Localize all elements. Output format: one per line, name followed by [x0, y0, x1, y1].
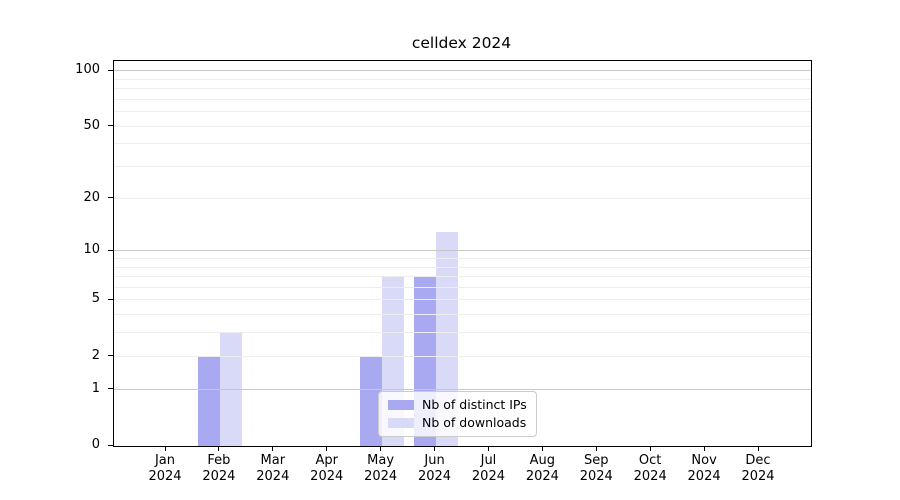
y-axis-tick [108, 125, 113, 127]
bar-downloads-feb [219, 333, 242, 446]
x-axis-tick-label: Jun 2024 [400, 453, 470, 485]
x-axis-tick-label-year: 2024 [148, 469, 182, 484]
x-axis-tick-label-month: Mar [260, 453, 286, 468]
y-axis-tick-label: 50 [83, 117, 100, 133]
x-axis-tick-label: Jan 2024 [130, 453, 200, 485]
x-axis-tick-label-year: 2024 [364, 469, 398, 484]
legend-swatch-distinct-ips [388, 399, 414, 410]
y-axis-tick [108, 444, 113, 446]
x-axis-tick [487, 446, 489, 451]
bar-distinct-ips-may [359, 356, 382, 446]
gridline-minor [114, 166, 811, 167]
x-axis-tick-label: May 2024 [346, 453, 416, 485]
x-axis-tick [272, 446, 274, 451]
x-axis-tick-label: Apr 2024 [292, 453, 362, 485]
y-axis-tick-label: 20 [83, 189, 100, 205]
x-axis-tick-label-month: Jun [424, 453, 445, 468]
x-axis-tick-label: Dec 2024 [723, 453, 793, 485]
x-axis-tick [164, 446, 166, 451]
x-axis-tick-label: Nov 2024 [669, 453, 739, 485]
x-axis-tick [434, 446, 436, 451]
x-axis-tick [757, 446, 759, 451]
x-axis-tick [541, 446, 543, 451]
y-axis-tick-label: 10 [83, 242, 100, 258]
x-axis-tick [218, 446, 220, 451]
gridline-minor [114, 87, 811, 89]
gridline-major [114, 250, 811, 252]
y-axis-tick [108, 249, 113, 251]
x-axis-tick-label-month: May [367, 453, 395, 468]
x-axis-tick [595, 446, 597, 451]
x-axis-tick-label: Oct 2024 [615, 453, 685, 485]
plot-area: Nb of distinct IPs Nb of downloads [113, 60, 812, 447]
y-axis-tick-label: 1 [91, 380, 100, 396]
x-axis-tick [380, 446, 382, 451]
x-axis-tick-label-month: Jul [480, 453, 497, 468]
x-axis-tick-label-year: 2024 [202, 469, 236, 484]
x-axis-tick [703, 446, 705, 451]
gridline-minor [114, 314, 811, 316]
gridline-minor [114, 111, 811, 112]
x-axis-tick-label-year: 2024 [471, 469, 505, 484]
y-axis-tick [108, 298, 113, 300]
gridline-minor [114, 276, 811, 277]
x-axis-tick-label-month: Apr [315, 453, 338, 468]
x-axis-tick [649, 446, 651, 451]
x-axis-tick-label: Aug 2024 [507, 453, 577, 485]
x-axis-tick-label-month: Jan [154, 453, 176, 468]
x-axis-tick-label-year: 2024 [525, 469, 559, 484]
x-axis-tick-label: Mar 2024 [238, 453, 308, 485]
x-axis-tick-label-month: Oct [638, 453, 662, 468]
x-axis-tick-label-year: 2024 [741, 469, 775, 484]
gridline-minor [114, 143, 811, 145]
legend-swatch-downloads [388, 417, 414, 428]
legend-label-downloads: Nb of downloads [422, 415, 527, 430]
x-axis-tick-label-year: 2024 [633, 469, 667, 484]
y-axis-tick-label: 100 [75, 62, 100, 77]
gridline-major [114, 70, 811, 71]
y-axis-tick [108, 197, 113, 199]
y-axis-tick-label: 5 [91, 291, 100, 307]
x-axis-tick-label-month: Aug [529, 453, 556, 468]
x-axis-tick-label-year: 2024 [579, 469, 613, 484]
y-axis-tick [108, 388, 113, 390]
gridline-minor [114, 197, 811, 199]
x-axis-tick-label: Feb 2024 [184, 453, 254, 485]
chart-title: celldex 2024 [411, 34, 512, 52]
bar-distinct-ips-feb [197, 356, 220, 446]
legend-row: Nb of downloads [388, 415, 527, 430]
x-axis-tick [326, 446, 328, 451]
x-axis-tick-label-year: 2024 [687, 469, 721, 484]
x-axis-tick-label-year: 2024 [417, 469, 452, 484]
gridline-minor [114, 286, 811, 288]
gridline-minor [114, 266, 811, 268]
x-axis-tick-label: Sep 2024 [561, 453, 631, 485]
legend-label-distinct-ips: Nb of distinct IPs [422, 397, 527, 412]
y-axis-tick [108, 355, 113, 357]
x-axis-tick-label-month: Feb [207, 453, 231, 468]
legend: Nb of distinct IPs Nb of downloads [378, 391, 537, 437]
y-axis-tick [108, 69, 113, 71]
x-axis-tick-label-month: Dec [745, 453, 771, 468]
gridline-minor [114, 98, 811, 100]
x-axis-tick-label-month: Sep [584, 453, 609, 468]
gridline-minor [114, 78, 811, 80]
gridline-minor [114, 125, 811, 127]
x-axis-tick-label-year: 2024 [310, 469, 344, 484]
legend-row: Nb of distinct IPs [388, 397, 527, 412]
y-axis-tick-label: 0 [91, 437, 100, 452]
x-axis-tick-label-month: Nov [691, 453, 717, 468]
y-axis-tick-label: 2 [91, 347, 100, 363]
gridline-minor [114, 332, 811, 334]
x-axis-tick-label: Jul 2024 [453, 453, 523, 485]
gridline-minor [114, 257, 811, 259]
x-axis-tick-label-year: 2024 [256, 469, 290, 484]
gridline-minor [114, 299, 811, 301]
